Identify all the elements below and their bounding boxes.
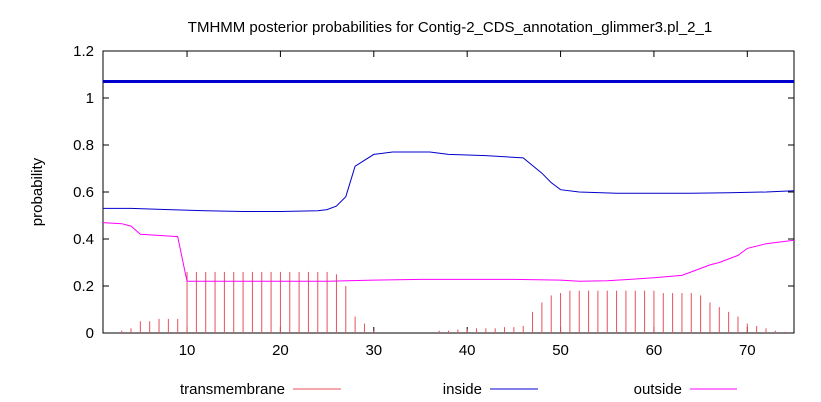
- x-tick-label: 20: [272, 342, 289, 359]
- x-tick-label: 60: [646, 342, 663, 359]
- plot-frame: [102, 50, 795, 334]
- plot-area: 0 0.2 0.4 0.6 0.8 1 1.2 10 20 30 40 50 60 70: [73, 43, 795, 359]
- x-tick-label: 50: [552, 342, 569, 359]
- outside-line: [102, 222, 795, 282]
- y-tick-label: 1: [86, 90, 94, 107]
- y-axis-label: probability: [29, 157, 46, 226]
- y-tick-label: 0.6: [73, 184, 94, 201]
- x-tick-label: 70: [739, 342, 756, 359]
- y-tick-label: 0.4: [73, 231, 94, 248]
- legend: transmembrane inside outside: [180, 381, 737, 398]
- x-tick-label: 10: [179, 342, 196, 359]
- y-tick-label: 1.2: [73, 43, 94, 60]
- legend-label-transmembrane: transmembrane: [180, 381, 285, 398]
- inside-line: [103, 151, 795, 212]
- y-tick-label: 0.8: [73, 137, 94, 154]
- chart-title: TMHMM posterior probabilities for Contig…: [188, 19, 712, 36]
- legend-label-outside: outside: [634, 381, 682, 398]
- y-tick-label: 0: [86, 325, 94, 342]
- x-tick-label: 40: [459, 342, 476, 359]
- x-tick-label: 30: [365, 342, 382, 359]
- y-tick-label: 0.2: [73, 278, 94, 295]
- legend-label-inside: inside: [443, 381, 482, 398]
